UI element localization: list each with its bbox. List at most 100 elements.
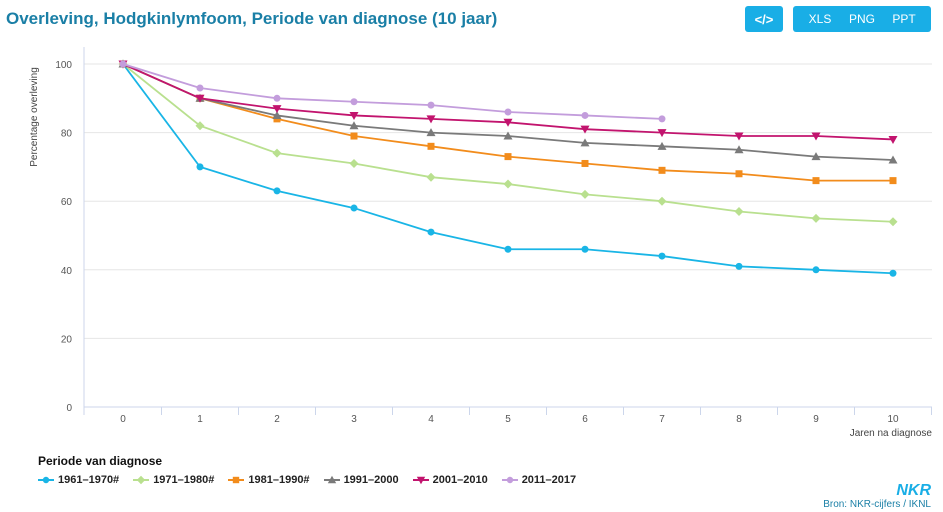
- export-png-button[interactable]: PNG: [841, 6, 883, 32]
- data-point-series-3: [504, 153, 512, 161]
- survival-chart: 0 20 40 60 80 100 0 1 2 3 4 5 6 7 8 9 10 Jaren na diagnos…: [29, 47, 933, 439]
- x-tick-label: 3: [351, 414, 357, 425]
- data-point-series-2: [888, 217, 898, 227]
- x-tick-label: 6: [582, 414, 588, 425]
- export-ppt-button[interactable]: PPT: [883, 6, 925, 32]
- legend-item-3[interactable]: 1981–1990#: [228, 474, 310, 486]
- source-note: Bron: NKR-cijfers / IKNL: [823, 499, 931, 510]
- data-point-series-3: [427, 142, 435, 150]
- y-tick-label: 80: [61, 129, 73, 140]
- legend-title: Periode van diagnose: [38, 454, 163, 468]
- data-point-series-1: [581, 245, 589, 253]
- data-point-series-2: [503, 179, 513, 189]
- data-point-series-3: [581, 159, 589, 167]
- data-point-series-6: [658, 115, 666, 123]
- legend-item-1[interactable]: 1961–1970#: [38, 474, 119, 486]
- data-point-series-1: [273, 187, 281, 195]
- series-line-2: [122, 63, 894, 223]
- legend-symbol: [501, 476, 518, 484]
- data-point-series-5: [734, 132, 744, 141]
- export-toolbar: </> XLS PNG PPT: [745, 6, 931, 32]
- data-point-series-3: [889, 177, 897, 185]
- data-point-series-5: [657, 129, 667, 138]
- data-point-series-4: [426, 128, 436, 137]
- data-point-series-1: [735, 262, 743, 270]
- legend-item-5[interactable]: 2001–2010: [412, 474, 488, 486]
- legend-symbol: [228, 476, 245, 484]
- data-point-series-1: [427, 228, 435, 236]
- x-tick-label: 4: [428, 414, 434, 425]
- legend-label: 2011–2017: [521, 474, 577, 486]
- embed-code-button[interactable]: </>: [745, 6, 783, 32]
- data-point-series-2: [272, 148, 282, 158]
- data-point-series-2: [349, 158, 359, 168]
- data-point-series-2: [426, 172, 436, 182]
- data-point-series-4: [503, 131, 513, 140]
- data-point-series-4: [811, 152, 821, 161]
- export-xls-button[interactable]: XLS: [799, 6, 841, 32]
- x-tick-label: 7: [659, 414, 665, 425]
- y-axis-title: Percentage overleving: [29, 67, 40, 167]
- data-point-series-6: [119, 60, 127, 68]
- data-point-series-5: [272, 105, 282, 114]
- data-point-series-6: [350, 98, 358, 106]
- data-point-series-4: [349, 121, 359, 130]
- data-point-series-1: [196, 163, 204, 171]
- data-point-series-5: [503, 118, 513, 127]
- data-point-series-6: [581, 111, 589, 119]
- legend-item-2[interactable]: 1971–1980#: [133, 474, 214, 486]
- data-point-series-4: [888, 155, 898, 164]
- data-point-series-6: [427, 101, 435, 109]
- legend-label: 1991–2000: [343, 474, 399, 486]
- data-point-series-5: [811, 132, 821, 141]
- legend-label: 1981–1990#: [248, 474, 310, 486]
- y-tick-label: 100: [55, 60, 72, 71]
- y-tick-label: 20: [61, 334, 73, 345]
- export-button-group: XLS PNG PPT: [793, 6, 931, 32]
- data-point-series-1: [812, 266, 820, 274]
- data-point-series-5: [888, 135, 898, 144]
- y-tick-label: 60: [61, 197, 73, 208]
- legend-label: 1961–1970#: [58, 474, 120, 486]
- data-point-series-6: [196, 84, 204, 92]
- data-point-series-6: [273, 94, 281, 102]
- data-point-series-3: [812, 177, 820, 185]
- data-point-series-2: [195, 121, 205, 131]
- y-tick-label: 0: [66, 403, 72, 414]
- x-tick-label: 0: [120, 414, 126, 425]
- x-tick-label: 10: [887, 414, 899, 425]
- data-point-series-2: [734, 206, 744, 216]
- data-point-series-4: [657, 141, 667, 150]
- data-point-series-2: [580, 189, 590, 199]
- data-point-series-5: [580, 125, 590, 134]
- nkr-logo: NKR: [896, 482, 931, 499]
- x-tick-label: 2: [274, 414, 280, 425]
- data-point-series-3: [658, 166, 666, 174]
- x-tick-label: 8: [736, 414, 742, 425]
- data-point-series-1: [504, 245, 512, 253]
- legend-item-4[interactable]: 1991–2000: [323, 474, 399, 486]
- data-point-series-1: [350, 204, 358, 212]
- data-point-series-4: [580, 138, 590, 147]
- legend-symbol: [412, 476, 429, 485]
- data-point-series-1: [658, 252, 666, 260]
- data-point-series-6: [504, 108, 512, 116]
- legend-item-6[interactable]: 2011–2017: [501, 474, 577, 486]
- x-tick-label: 5: [505, 414, 511, 425]
- series-line-6: [122, 63, 663, 120]
- page-title: Overleving, Hodgkinlymfoom, Periode van …: [6, 9, 498, 28]
- x-axis-title: Jaren na diagnose: [850, 428, 933, 439]
- data-point-series-5: [195, 94, 205, 103]
- data-point-series-5: [426, 115, 436, 124]
- series-line-1: [122, 63, 894, 275]
- data-point-series-4: [272, 110, 282, 119]
- data-point-series-2: [811, 213, 821, 223]
- data-point-series-5: [349, 111, 359, 120]
- legend-label: 2001–2010: [432, 474, 488, 486]
- data-point-series-4: [734, 145, 744, 154]
- series-line-5: [122, 63, 894, 141]
- data-point-series-3: [350, 132, 358, 140]
- x-tick-label: 1: [197, 414, 203, 425]
- data-point-series-1: [889, 269, 897, 277]
- legend-symbol: [133, 475, 150, 485]
